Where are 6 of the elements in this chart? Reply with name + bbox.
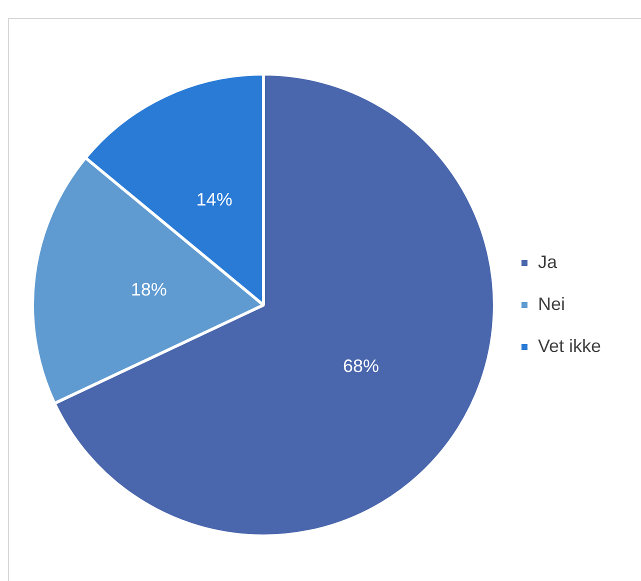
data-label: 18% (130, 279, 167, 300)
legend-label: Vet ikke (538, 336, 602, 356)
legend-label: Ja (538, 252, 558, 272)
legend-label: Nei (538, 294, 565, 314)
data-label: 68% (342, 356, 380, 376)
data-label: 14% (196, 189, 232, 210)
